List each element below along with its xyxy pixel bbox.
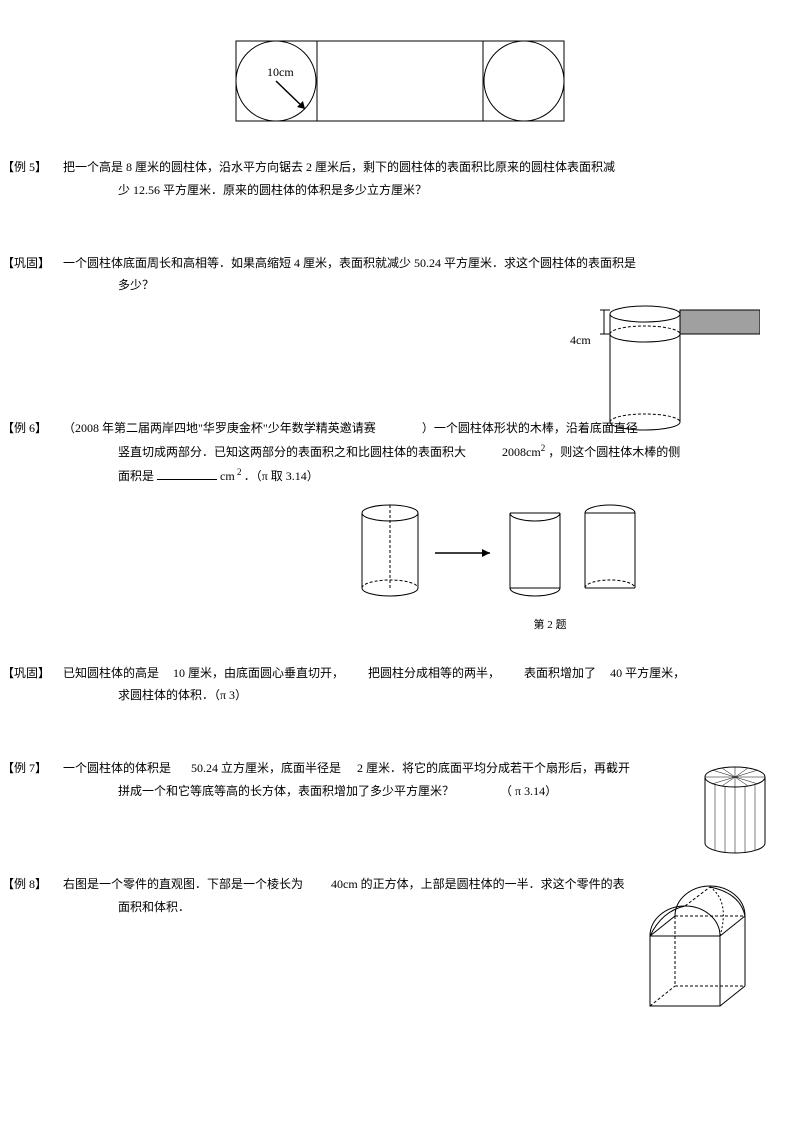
problem-5-line1: 把一个高是 8 厘米的圆柱体，沿水平方向锯去 2 厘米后，剩下的圆柱体的表面积比… [63, 160, 615, 174]
c2-seg5: 40 平方厘米， [610, 666, 685, 680]
c2-seg3: 把圆柱分成相等的两半， [368, 666, 500, 680]
c2-seg2: 10 厘米，由底面圆心垂直切开， [173, 666, 344, 680]
figure-cylinder-split: 第 2 题 [60, 498, 740, 632]
consolidate-1-line1: 一个圆柱体底面周长和高相等．如果高缩短 4 厘米，表面积就减少 50.24 平方… [63, 256, 636, 270]
problem-8: 【例 8】 右图是一个零件的直观图．下部是一个棱长为 40cm 的正方体，上部是… [60, 873, 740, 919]
figure-tube-diagram: 10cm [235, 40, 565, 126]
problem-6-line3c: ．（π 取 3.14） [244, 469, 319, 483]
consolidate-1: 【巩固】 一个圆柱体底面周长和高相等．如果高缩短 4 厘米，表面积就减少 50.… [60, 252, 740, 298]
problem-6-line3a: 面积是 [118, 469, 154, 483]
problem-6-line2c: ，则这个圆柱体木棒的侧 [548, 445, 680, 459]
problem-7: 【例 7】 一个圆柱体的体积是 50.24 立方厘米，底面半径是 2 厘米．将它… [60, 757, 740, 803]
c2-line2: 求圆柱体的体积．（π 3） [118, 688, 247, 702]
p8-seg1: 右图是一个零件的直观图．下部是一个棱长为 [63, 877, 303, 891]
problem-6-seg1: （2008 年第二届两岸四地"华罗庚金杯"少年数学精英邀请赛 [63, 421, 376, 435]
problem-6-line2b: 2008cm [502, 445, 541, 459]
figure-cube-half-cylinder [640, 881, 760, 1015]
figure-4cm-label: 4cm [570, 333, 591, 347]
blank-fill [157, 466, 217, 480]
p7-line2a: 拼成一个和它等底等高的长方体，表面积增加了多少平方厘米？ [118, 784, 454, 798]
problem-6: 【例 6】 （2008 年第二届两岸四地"华罗庚金杯"少年数学精英邀请赛 ）一个… [60, 417, 740, 631]
p7-seg3: 2 厘米．将它的底面平均分成若干个扇形后，再截开 [357, 761, 630, 775]
problem-6-line3b: cm [220, 469, 235, 483]
figure-caption: 第 2 题 [360, 616, 740, 632]
p7-seg2: 50.24 立方厘米，底面半径是 [191, 761, 341, 775]
problem-6-line2a: 竖直切成两部分．已知这两部分的表面积之和比圆柱体的表面积大 [118, 445, 466, 459]
figure-sector-cylinder [700, 765, 770, 859]
p8-seg2: 40cm 的正方体，上部是圆柱体的一半．求这个零件的表 [331, 877, 625, 891]
p7-line2b: （ π 3.14） [500, 784, 557, 798]
c2-seg4: 表面积增加了 [524, 666, 596, 680]
consolidate-1-line2: 多少？ [118, 278, 154, 292]
consolidate-2: 【巩固】 已知圆柱体的高是 10 厘米，由底面圆心垂直切开， 把圆柱分成相等的两… [60, 662, 740, 708]
figure-label: 10cm [267, 65, 294, 79]
problem-5-line2: 少 12.56 平方厘米．原来的圆柱体的体积是多少立方厘米？ [118, 183, 427, 197]
figure-cylinder-shortened: 4cm [560, 302, 760, 436]
p7-seg1: 一个圆柱体的体积是 [63, 761, 171, 775]
problem-6-seg2: ）一个圆柱体形状的木棒，沿着底面直径 [422, 421, 638, 435]
problem-5: 【例 5】 把一个高是 8 厘米的圆柱体，沿水平方向锯去 2 厘米后，剩下的圆柱… [60, 156, 740, 202]
c2-seg1: 已知圆柱体的高是 [63, 666, 159, 680]
p8-line2: 面积和体积． [118, 900, 190, 914]
